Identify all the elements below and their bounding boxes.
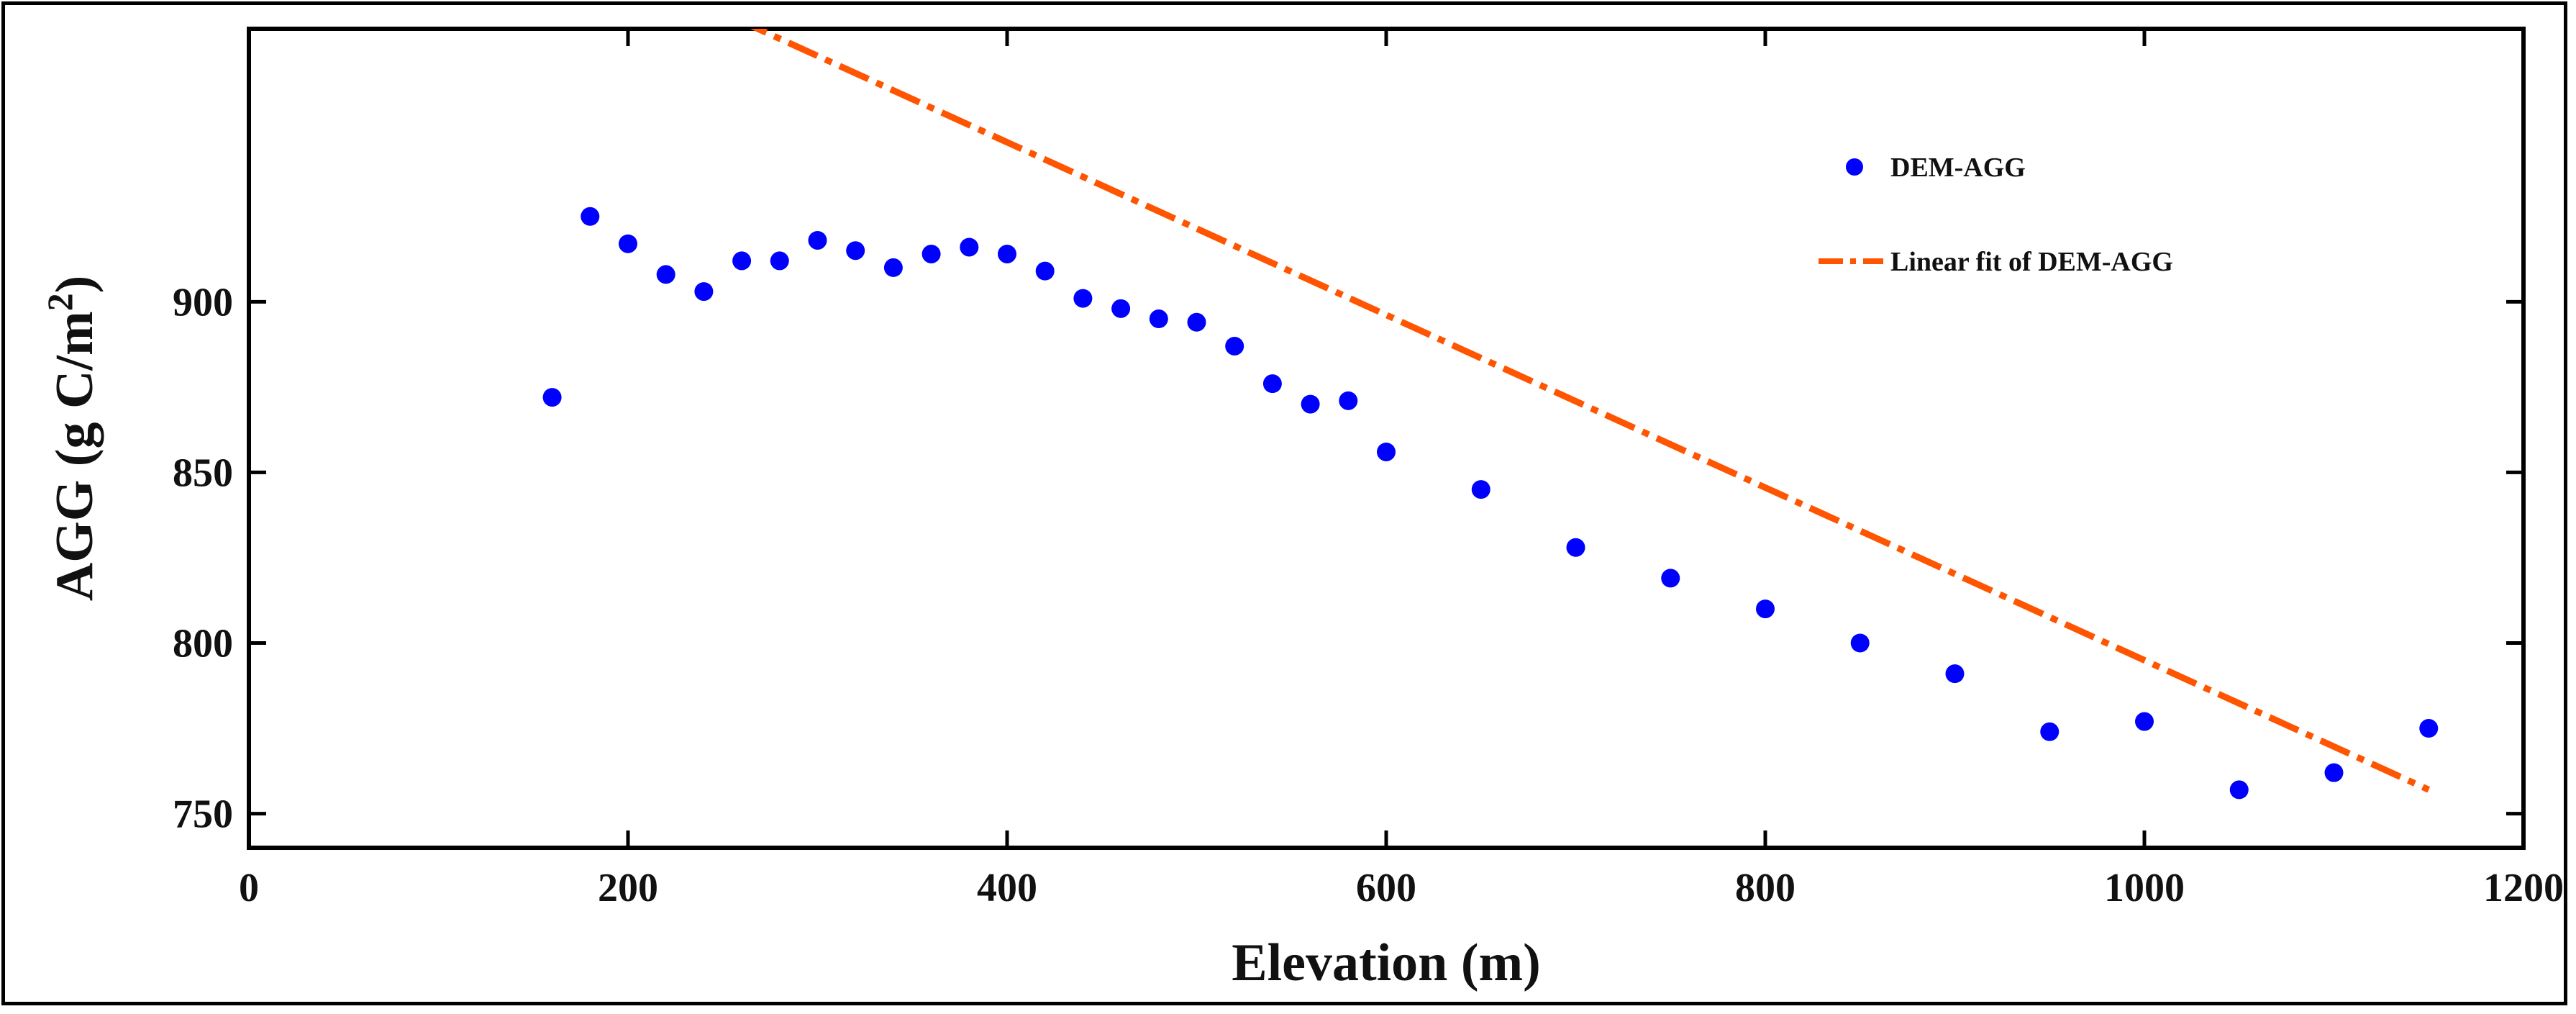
data-point xyxy=(2040,722,2060,741)
y-axis-title-close: ) xyxy=(45,276,104,294)
data-point xyxy=(1301,394,1320,414)
y-axis-ticks: 750 800 850 900 xyxy=(173,280,2523,837)
x-tick-label: 1200 xyxy=(2483,866,2564,910)
data-point xyxy=(998,244,1016,263)
data-point xyxy=(1149,309,1168,329)
data-point xyxy=(1661,569,1680,588)
y-tick-label: 900 xyxy=(173,280,233,325)
x-tick-label: 800 xyxy=(1735,866,1796,910)
x-tick-label: 1000 xyxy=(2104,866,2185,910)
data-point xyxy=(619,234,637,253)
x-tick-label: 600 xyxy=(1356,866,1416,910)
legend: DEM-AGG Linear fit of DEM-AGG xyxy=(1819,153,2173,277)
legend-label-linear-fit: Linear fit of DEM-AGG xyxy=(1890,247,2173,277)
data-point xyxy=(2229,780,2249,800)
legend-marker-dem-agg xyxy=(1846,158,1863,176)
linear-fit-line xyxy=(750,29,2431,793)
data-point xyxy=(1339,391,1358,410)
data-point xyxy=(846,241,865,261)
x-axis-ticks: 0 200 400 600 800 1000 1200 xyxy=(239,29,2564,910)
data-point xyxy=(921,244,941,263)
data-point xyxy=(1566,538,1585,557)
data-point xyxy=(1262,374,1282,394)
data-point xyxy=(883,258,903,277)
data-point xyxy=(1850,633,1870,653)
data-point xyxy=(1945,664,1965,684)
y-axis-title: AGG (g C/m2) xyxy=(40,276,104,602)
data-point xyxy=(1035,261,1055,281)
data-point xyxy=(1073,289,1093,308)
data-point xyxy=(542,388,562,407)
data-point xyxy=(1225,336,1244,356)
data-point xyxy=(1471,480,1490,499)
y-tick-label: 800 xyxy=(173,622,233,666)
data-point xyxy=(2135,712,2154,731)
fit-line-layer xyxy=(750,29,2431,793)
data-point xyxy=(2419,719,2439,738)
data-point xyxy=(1756,599,1775,619)
y-axis-title-main: AGG (g C/m xyxy=(45,311,104,601)
data-point xyxy=(581,207,600,226)
x-axis-title: Elevation (m) xyxy=(1232,933,1541,992)
data-point xyxy=(960,237,979,257)
data-point xyxy=(1377,442,1396,461)
x-tick-label: 400 xyxy=(977,866,1037,910)
data-point xyxy=(656,265,675,284)
legend-label-dem-agg: DEM-AGG xyxy=(1890,153,2026,183)
data-point xyxy=(2324,763,2344,782)
plot-area-frame xyxy=(247,27,2526,850)
data-point xyxy=(1111,299,1131,318)
x-tick-label: 0 xyxy=(239,866,259,910)
data-point xyxy=(770,251,789,271)
y-axis-title-superscript: 2 xyxy=(40,293,80,311)
data-point xyxy=(808,230,827,250)
x-tick-label: 200 xyxy=(598,866,658,910)
data-points xyxy=(542,207,2439,800)
data-point xyxy=(732,251,752,271)
y-tick-label: 850 xyxy=(173,451,233,495)
y-tick-label: 750 xyxy=(173,792,233,837)
data-point xyxy=(1187,312,1206,332)
data-point xyxy=(694,282,714,302)
